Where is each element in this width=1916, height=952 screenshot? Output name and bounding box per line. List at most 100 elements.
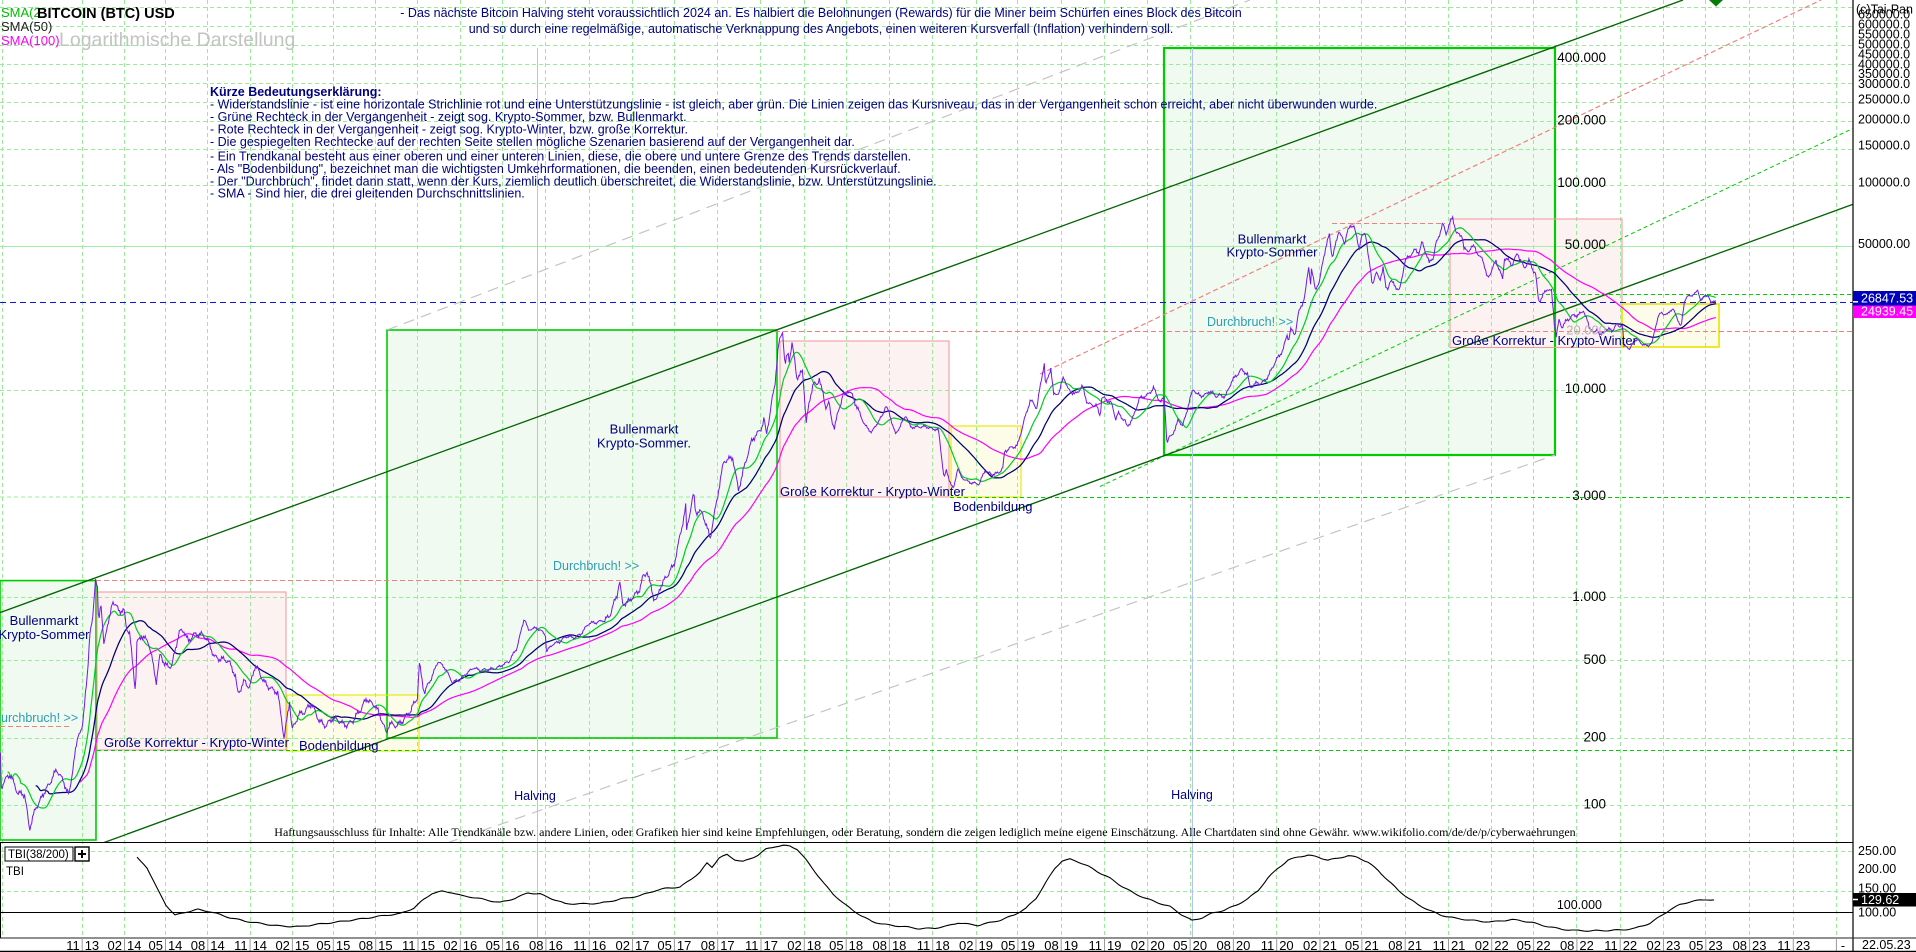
svg-text:Durchbruch! >>: Durchbruch! >> xyxy=(1207,315,1293,329)
svg-text:600000.0: 600000.0 xyxy=(1858,18,1910,32)
svg-text:11: 11 xyxy=(402,938,416,952)
svg-text:05: 05 xyxy=(486,938,500,952)
svg-text:-: - xyxy=(1841,939,1845,952)
svg-text:20: 20 xyxy=(1279,938,1293,952)
svg-text:21: 21 xyxy=(1451,938,1465,952)
svg-text:SMA(2: SMA(2 xyxy=(1,5,41,20)
svg-text:650000.0: 650000.0 xyxy=(1858,8,1910,22)
svg-text:20: 20 xyxy=(1236,938,1250,952)
svg-text:26847.53: 26847.53 xyxy=(1861,292,1913,306)
svg-text:22.05.23: 22.05.23 xyxy=(1862,938,1911,952)
svg-text:08: 08 xyxy=(1216,938,1230,952)
svg-text:15: 15 xyxy=(295,938,309,952)
svg-text:20.000: 20.000 xyxy=(1566,323,1606,338)
svg-text:Durchbruch! >>: Durchbruch! >> xyxy=(0,711,78,725)
svg-text:18: 18 xyxy=(807,938,821,952)
svg-text:- Grüne Rechteck in der Vergan: - Grüne Rechteck in der Vergangenheit - … xyxy=(210,110,687,124)
svg-text:14: 14 xyxy=(168,938,182,952)
svg-text:05: 05 xyxy=(1689,938,1703,952)
svg-text:500: 500 xyxy=(1583,652,1606,667)
svg-text:16: 16 xyxy=(505,938,519,952)
svg-text:Große Korrektur - Krypto-Winte: Große Korrektur - Krypto-Winter xyxy=(1452,333,1638,348)
svg-text:100.00: 100.00 xyxy=(1858,906,1896,920)
svg-text:15: 15 xyxy=(378,938,392,952)
svg-text:100.000: 100.000 xyxy=(1557,175,1606,190)
svg-text:02: 02 xyxy=(275,938,289,952)
svg-text:100: 100 xyxy=(1583,796,1606,811)
svg-text:05: 05 xyxy=(657,938,671,952)
svg-text:1.000: 1.000 xyxy=(1572,589,1606,604)
svg-text:550000.0: 550000.0 xyxy=(1858,28,1910,42)
svg-text:05: 05 xyxy=(1001,938,1015,952)
svg-text:- SMA - Sind hier, die drei gl: - SMA - Sind hier, die drei gleitenden D… xyxy=(210,187,525,201)
svg-text:3.000: 3.000 xyxy=(1572,488,1606,503)
svg-text:19: 19 xyxy=(979,938,993,952)
svg-text:50000.00: 50000.00 xyxy=(1858,237,1910,251)
svg-text:129.62: 129.62 xyxy=(1861,893,1899,907)
svg-text:Große Korrektur - Krypto-Winte: Große Korrektur - Krypto-Winter xyxy=(104,735,290,750)
svg-text:18: 18 xyxy=(849,938,863,952)
svg-text:- Als "Bodenbildung", bezeichn: - Als "Bodenbildung", bezeichnet man die… xyxy=(210,162,901,176)
svg-text:11: 11 xyxy=(1604,938,1618,952)
svg-text:11: 11 xyxy=(234,938,248,952)
svg-text:08: 08 xyxy=(1388,938,1402,952)
svg-text:500000.0: 500000.0 xyxy=(1858,38,1910,52)
svg-text:- Die gespiegelten Rechtecke a: - Die gespiegelten Rechtecke auf der rec… xyxy=(210,135,855,149)
svg-text:16: 16 xyxy=(592,938,606,952)
svg-text:400000.0: 400000.0 xyxy=(1858,57,1910,71)
svg-text:05: 05 xyxy=(148,938,162,952)
svg-text:18: 18 xyxy=(935,938,949,952)
svg-text:16: 16 xyxy=(548,938,562,952)
svg-text:200: 200 xyxy=(1583,730,1606,745)
svg-text:11: 11 xyxy=(745,938,759,952)
svg-text:150.00: 150.00 xyxy=(1858,882,1896,896)
svg-text:02: 02 xyxy=(108,938,122,952)
svg-text:11: 11 xyxy=(1432,938,1446,952)
svg-text:400.000: 400.000 xyxy=(1557,50,1606,65)
svg-text:13: 13 xyxy=(85,938,99,952)
svg-text:200.00: 200.00 xyxy=(1858,862,1896,876)
svg-text:02: 02 xyxy=(1647,938,1661,952)
svg-text:18: 18 xyxy=(892,938,906,952)
svg-text:22: 22 xyxy=(1536,938,1550,952)
svg-text:23: 23 xyxy=(1796,938,1810,952)
svg-text:14: 14 xyxy=(210,938,224,952)
svg-text:19: 19 xyxy=(1020,938,1034,952)
svg-text:23: 23 xyxy=(1666,938,1680,952)
svg-text:02: 02 xyxy=(616,938,630,952)
svg-text:11: 11 xyxy=(1261,938,1275,952)
svg-text:SMA(50): SMA(50) xyxy=(1,19,52,34)
svg-text:22: 22 xyxy=(1494,938,1508,952)
svg-text:50.000: 50.000 xyxy=(1565,237,1606,252)
svg-text:und so durch eine regelmäßige,: und so durch eine regelmäßige, automatis… xyxy=(469,22,1174,36)
svg-text:(c)Tai-Pan: (c)Tai-Pan xyxy=(1856,3,1913,17)
svg-text:02: 02 xyxy=(443,938,457,952)
svg-text:- Rote Rechteck in der Vergang: - Rote Rechteck in der Vergangenheit - z… xyxy=(210,123,688,137)
svg-text:Logarithmische Darstellung: Logarithmische Darstellung xyxy=(59,29,295,51)
svg-text:19: 19 xyxy=(1107,938,1121,952)
svg-text:23: 23 xyxy=(1708,938,1722,952)
svg-text:02: 02 xyxy=(1131,938,1145,952)
svg-text:300000.0: 300000.0 xyxy=(1858,77,1910,91)
svg-text:15: 15 xyxy=(420,938,434,952)
svg-text:Bullenmarkt: Bullenmarkt xyxy=(610,422,679,437)
svg-text:350000.0: 350000.0 xyxy=(1858,67,1910,81)
svg-text:02: 02 xyxy=(959,938,973,952)
svg-text:11: 11 xyxy=(917,938,931,952)
svg-text:14: 14 xyxy=(253,938,267,952)
svg-text:- Der "Durchbruch", findet dan: - Der "Durchbruch", findet dann statt, w… xyxy=(210,175,937,189)
svg-text:250000.0: 250000.0 xyxy=(1858,92,1910,106)
svg-text:23: 23 xyxy=(1752,938,1766,952)
svg-text:- Widerstandslinie - ist eine: - Widerstandslinie - ist eine horizontal… xyxy=(210,98,1377,112)
svg-text:17: 17 xyxy=(677,938,691,952)
svg-text:02: 02 xyxy=(787,938,801,952)
svg-text:TBI: TBI xyxy=(6,866,24,878)
svg-text:- Ein Trendkanal besteht aus e: - Ein Trendkanal besteht aus einer obere… xyxy=(210,150,911,164)
svg-text:450000.0: 450000.0 xyxy=(1858,48,1910,62)
svg-text:Krypto-Sommer: Krypto-Sommer xyxy=(1226,245,1318,260)
svg-text:150000.0: 150000.0 xyxy=(1858,138,1910,152)
svg-text:21: 21 xyxy=(1364,938,1378,952)
svg-text:08: 08 xyxy=(1560,938,1574,952)
svg-text:BITCOIN (BTC) USD: BITCOIN (BTC) USD xyxy=(37,6,175,22)
svg-text:05: 05 xyxy=(1173,938,1187,952)
